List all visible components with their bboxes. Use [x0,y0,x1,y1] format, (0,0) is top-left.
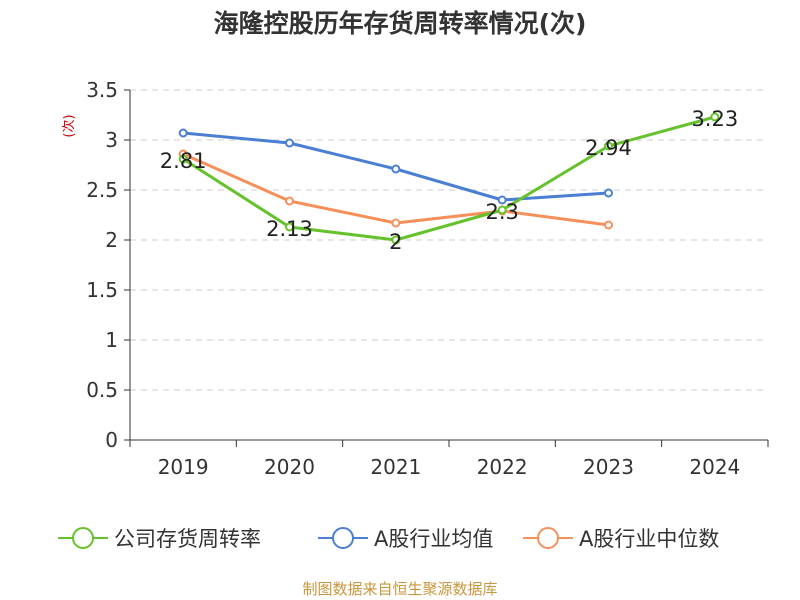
x-tick-label: 2021 [370,455,421,479]
data-label: 2 [389,230,402,254]
x-tick-label: 2022 [477,455,528,479]
legend-swatch-industry-mean [318,527,368,549]
data-point [178,128,188,138]
series-line [182,115,716,242]
data-point [285,138,294,148]
data-label: 2.81 [160,149,207,173]
data-point [391,235,401,245]
legend-swatch-industry-median [523,527,573,549]
data-label: 2.3 [485,200,518,224]
y-tick-label: 1 [105,328,118,352]
legend-item-industry-mean[interactable]: A股行业均值 [318,520,493,556]
data-label: 2.13 [266,217,313,241]
legend-swatch-company [58,527,108,549]
line-chart: 0 0.5 1 1.5 2 2.5 3 3.5 2019 2020 2021 2022 2023 2024… [86,78,769,479]
chart-legend: 公司存货周转率 A股行业均值 A股行业中位数 [0,520,800,556]
data-point [391,164,401,174]
data-label: 3.23 [691,107,738,131]
data-label: 2.94 [585,136,632,160]
data-point [285,196,294,206]
data-point [604,220,613,230]
legend-label-company: 公司存货周转率 [114,527,261,551]
y-tick-label: 2.5 [86,178,118,202]
x-tick-label: 2023 [583,455,634,479]
data-point [391,218,401,228]
data-point [604,141,613,151]
x-tick-label: 2019 [158,455,209,479]
data-point [497,195,507,205]
data-point [178,154,188,164]
legend-item-company[interactable]: 公司存货周转率 [58,520,261,556]
y-tick-label: 1.5 [86,278,118,302]
legend-label-industry-median: A股行业中位数 [579,527,720,551]
data-point [497,205,507,215]
data-point [604,188,613,198]
y-tick-label: 3.5 [86,78,118,102]
legend-item-industry-median[interactable]: A股行业中位数 [523,520,719,556]
x-tick-label: 2020 [264,455,315,479]
y-tick-label: 2 [105,228,118,252]
y-tick-label: 0 [105,428,118,452]
data-point [710,112,720,122]
data-source-note: 制图数据来自恒生聚源数据库 [302,580,498,598]
y-tick-label: 0.5 [86,378,118,402]
y-tick-label: 3 [105,128,118,152]
legend-label-industry-mean: A股行业均值 [374,527,494,551]
chart-title: 海隆控股历年存货周转率情况(次) [213,9,587,38]
data-point [285,222,294,232]
x-tick-label: 2024 [689,455,740,479]
